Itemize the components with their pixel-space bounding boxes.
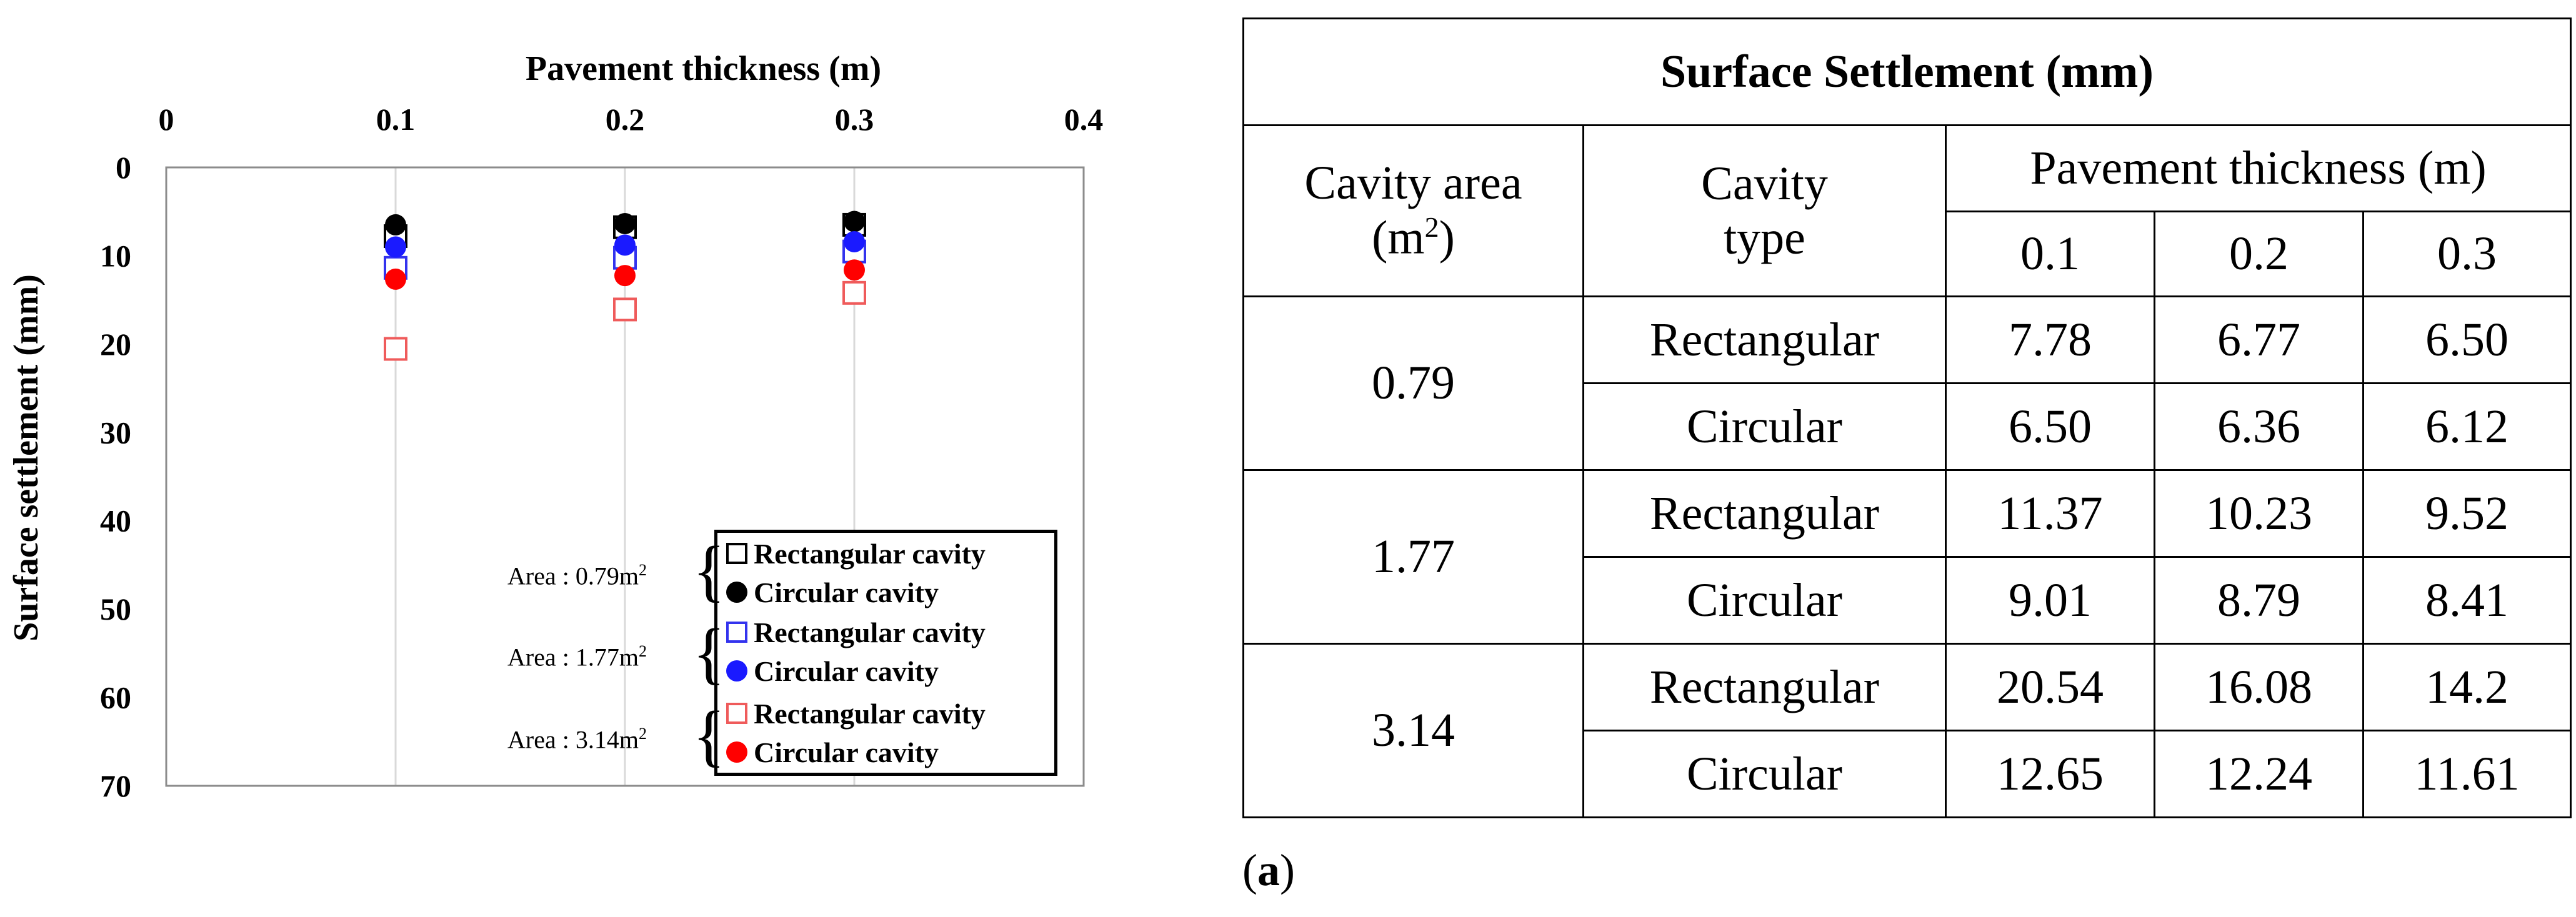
circle-marker-icon (726, 660, 747, 682)
legend-area-label: Area : 0.79m2 (507, 561, 647, 590)
cavity-type-cell: Circular (1582, 382, 1947, 471)
value-cell: 6.77 (2154, 295, 2364, 384)
settlement-table: Surface Settlement (mm) Cavity area (m2)… (1242, 17, 2572, 818)
data-point-circle (614, 212, 636, 234)
legend-item-rect-079: Rectangular cavity (726, 534, 986, 573)
cavity-type-cell: Rectangular (1582, 469, 1947, 558)
table-row: Circular 9.01 8.79 8.41 (1244, 556, 2572, 645)
value-cell: 16.08 (2154, 643, 2364, 731)
data-point-circle (844, 211, 865, 232)
x-tick-label: 0.2 (606, 102, 645, 137)
plot-frame (165, 166, 1085, 787)
cavity-type-cell: Rectangular (1582, 643, 1947, 731)
legend-label: Circular cavity (754, 655, 939, 687)
value-cell: 6.50 (1945, 382, 2155, 471)
x-tick-label: 0.3 (835, 102, 874, 137)
value-cell: 8.41 (2362, 556, 2572, 645)
legend-label: Circular cavity (754, 736, 939, 768)
value-cell: 7.78 (1945, 295, 2155, 384)
brace-icon: { (692, 697, 726, 773)
header-cavity-type: Cavity type (1582, 124, 1947, 297)
square-marker-icon (726, 703, 747, 724)
cavity-type-cell: Circular (1582, 730, 1947, 818)
circle-marker-icon (726, 582, 747, 603)
brace-icon: { (692, 615, 726, 691)
y-tick-label: 30 (100, 415, 131, 450)
table-title: Surface Settlement (mm) (1242, 17, 2572, 126)
y-axis-title: Surface settlement (mm) (7, 274, 46, 642)
table-row: Circular 6.50 6.36 6.12 (1244, 382, 2572, 471)
data-point-square (613, 297, 637, 322)
data-point-circle (385, 214, 406, 235)
x-tick-label: 0.4 (1064, 102, 1104, 137)
value-cell: 11.37 (1945, 469, 2155, 558)
data-point-circle (614, 234, 636, 256)
data-point-circle (844, 230, 865, 252)
data-point-square (384, 337, 407, 361)
value-cell: 14.2 (2362, 643, 2572, 731)
table-row: 3.14 Rectangular 20.54 16.08 14.2 (1242, 643, 2572, 818)
scatter-chart: 0 0.1 0.2 0.3 0.4 0 10 20 30 40 50 60 70 Pavement thi… (7, 49, 1104, 803)
y-tick-label: 0 (116, 150, 131, 185)
legend-item-circ-314: Circular cavity (726, 733, 939, 771)
cavity-type-cell: Rectangular (1582, 295, 1947, 384)
settlement-table-panel: Surface Settlement (mm) Cavity area (m2)… (1242, 17, 2572, 818)
y-tick-label: 40 (100, 503, 131, 538)
y-tick-label: 10 (100, 238, 131, 273)
brace-icon: { (692, 532, 726, 608)
x-axis-title: Pavement thickness (m) (526, 49, 881, 88)
square-marker-icon (726, 622, 747, 643)
header-thickness-value: 0.3 (2362, 211, 2572, 297)
table-row: Circular 12.65 12.24 11.61 (1244, 730, 2572, 818)
legend-item-circ-177: Circular cavity (726, 652, 939, 690)
legend-label: Rectangular cavity (754, 537, 986, 570)
data-point-circle (614, 265, 636, 287)
y-tick-label: 70 (100, 768, 131, 803)
data-point-circle (844, 259, 865, 281)
value-cell: 11.61 (2362, 730, 2572, 818)
value-cell: 20.54 (1945, 643, 2155, 731)
legend-item-rect-314: Rectangular cavity (726, 694, 986, 733)
figure-caption: (a) (1242, 845, 1295, 895)
data-point-circle (385, 268, 406, 290)
legend-label: Rectangular cavity (754, 697, 986, 730)
chart-legend: Rectangular cavity Circular cavity Recta… (714, 530, 1057, 776)
legend-area-label: Area : 1.77m2 (507, 642, 647, 672)
table-row: 1.77 Rectangular 11.37 10.23 9.52 (1242, 469, 2572, 645)
header-pavement-thickness: Pavement thickness (m) (1944, 124, 2572, 212)
data-point-circle (385, 236, 406, 258)
legend-item-circ-079: Circular cavity (726, 573, 939, 612)
value-cell: 12.65 (1945, 730, 2155, 818)
y-tick-label: 60 (100, 680, 131, 715)
legend-item-rect-177: Rectangular cavity (726, 613, 986, 652)
value-cell: 9.01 (1945, 556, 2155, 645)
table-row: 0.79 Rectangular 7.78 6.77 6.50 (1242, 295, 2572, 471)
value-cell: 9.52 (2362, 469, 2572, 558)
y-tick-label: 50 (100, 592, 131, 627)
value-cell: 12.24 (2154, 730, 2364, 818)
data-point-square (842, 280, 866, 305)
header-cavity-area: Cavity area (m2) (1242, 124, 1584, 297)
header-thickness-value: 0.2 (2154, 211, 2364, 297)
value-cell: 8.79 (2154, 556, 2364, 645)
cavity-area-cell: 0.79 (1242, 295, 1584, 471)
circle-marker-icon (726, 741, 747, 763)
x-tick-label: 0 (159, 102, 174, 137)
legend-label: Rectangular cavity (754, 616, 986, 648)
chart-panel: 0 0.1 0.2 0.3 0.4 0 10 20 30 40 50 60 70 Pavement thi… (0, 0, 1225, 917)
value-cell: 6.12 (2362, 382, 2572, 471)
legend-area-label: Area : 3.14m2 (507, 725, 647, 754)
legend-label: Circular cavity (754, 576, 939, 608)
cavity-area-cell: 1.77 (1242, 469, 1584, 645)
value-cell: 6.36 (2154, 382, 2364, 471)
value-cell: 10.23 (2154, 469, 2364, 558)
header-thickness-value: 0.1 (1945, 211, 2155, 297)
y-tick-label: 20 (100, 327, 131, 362)
x-tick-label: 0.1 (376, 102, 416, 137)
value-cell: 6.50 (2362, 295, 2572, 384)
square-marker-icon (726, 543, 747, 564)
cavity-type-cell: Circular (1582, 556, 1947, 645)
cavity-area-cell: 3.14 (1242, 643, 1584, 818)
